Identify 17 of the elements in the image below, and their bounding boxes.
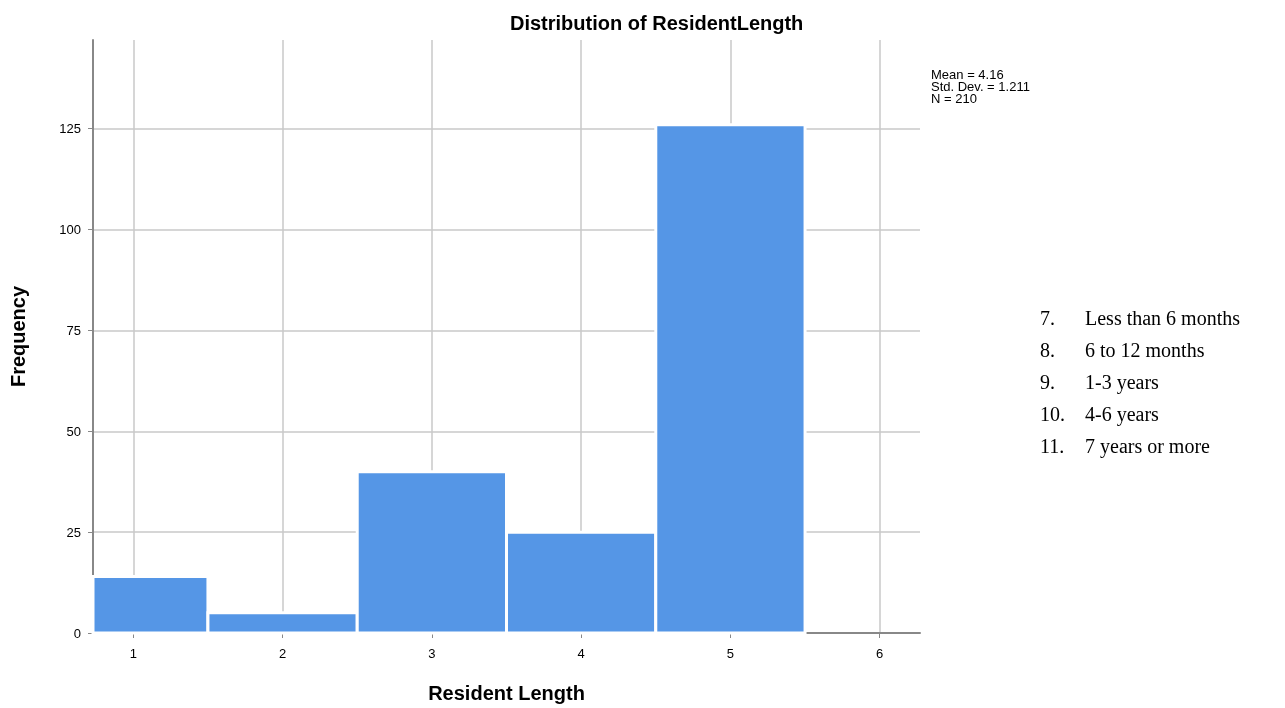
y-tick-label: 100 — [59, 222, 81, 238]
y-tick-label: 25 — [66, 524, 81, 540]
y-tick-label: 125 — [59, 121, 81, 137]
y-tick-label: 0 — [73, 625, 81, 641]
x-tick-label: 2 — [278, 646, 287, 661]
x-tick-label: 1 — [129, 646, 137, 661]
x-tick-label: 6 — [876, 646, 884, 661]
x-axis-title: Resident Length — [428, 682, 585, 704]
x-tick-label: 5 — [726, 646, 735, 661]
y-tick-label: 75 — [66, 322, 81, 338]
y-tick-label: 50 — [66, 423, 81, 439]
text: 7. Less than 6 months 8. 6 to 12 months 9. 1-3 years 10. 4-6 years 11. 7 years or more — [1040, 307, 1240, 457]
y-axis-title: Frequency — [7, 285, 29, 388]
chart-title: Distribution of ResidentLength — [510, 12, 804, 34]
text: Mean = 4.16 Std. Dev. = 1.211 N = 210 — [931, 67, 1030, 106]
x-tick-label: 3 — [428, 646, 436, 661]
x-tick-label: 4 — [577, 646, 585, 661]
